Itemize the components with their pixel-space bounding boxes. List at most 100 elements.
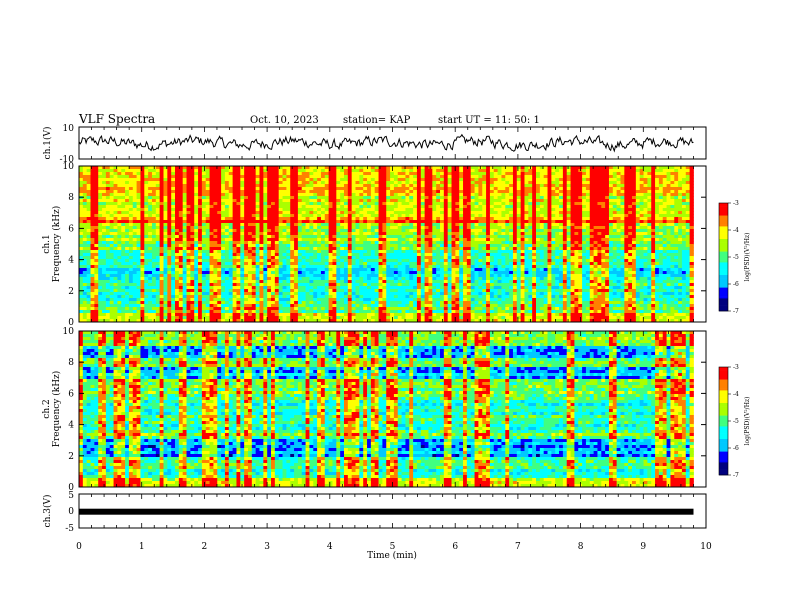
spectrogram-cell <box>651 181 656 185</box>
spectrogram-cell <box>505 199 510 203</box>
spectrogram-cell <box>359 178 364 182</box>
spectrogram-cell <box>409 232 414 236</box>
spectrogram-cell <box>681 187 687 191</box>
spectrogram-cell <box>294 247 299 251</box>
spectrogram-cell <box>551 256 556 260</box>
spectrogram-cell <box>309 169 314 173</box>
spectrogram-cell <box>616 241 621 245</box>
spectrogram-cell <box>148 235 153 239</box>
spectrogram-cell <box>240 217 245 221</box>
spectrogram-cell <box>536 178 541 182</box>
spectrogram-cell <box>105 190 111 194</box>
spectrogram-cell <box>267 223 272 227</box>
spectrogram-cell <box>178 172 184 176</box>
spectrogram-cell <box>632 172 637 176</box>
spectrogram-cell <box>297 193 303 197</box>
spectrogram-cell <box>328 226 333 230</box>
spectrogram-cell <box>608 202 614 206</box>
spectrogram-cell <box>309 184 314 188</box>
spectrogram-cell <box>113 193 118 197</box>
spectrogram-cell <box>105 256 111 260</box>
spectrogram-cell <box>294 235 299 239</box>
spectrogram-cell <box>428 169 433 173</box>
spectrogram-cell <box>666 178 671 182</box>
spectrogram-cell <box>566 226 571 230</box>
spectrogram-cell <box>336 202 341 206</box>
spectrogram-cell <box>274 205 280 209</box>
spectrogram-cell <box>201 214 207 218</box>
spectrogram-cell <box>232 193 237 197</box>
spectrogram-cell <box>320 214 326 218</box>
spectrogram-cell <box>451 199 456 203</box>
spectrogram-cell <box>393 184 399 188</box>
spectrogram-cell <box>151 235 157 239</box>
spectrogram-cell <box>151 226 157 230</box>
spectrogram-cell <box>336 232 341 236</box>
spectrogram-cell <box>528 235 533 239</box>
spectrogram-cell <box>267 232 272 236</box>
spectrogram-cell <box>86 181 91 185</box>
spectrogram-cell <box>474 232 479 236</box>
spectrogram-cell <box>501 220 506 224</box>
spectrogram-cell <box>178 259 184 263</box>
spectrogram-cell <box>670 226 675 230</box>
spectrogram-cell <box>351 253 356 257</box>
spectrogram-cell <box>605 220 610 224</box>
spectrogram-cell <box>167 223 172 227</box>
spectrogram-cell <box>555 169 560 173</box>
spectrogram-cell <box>689 184 694 188</box>
spectrogram-cell <box>94 205 99 209</box>
spectrogram-cell <box>647 184 652 188</box>
spectrogram-cell <box>520 205 525 209</box>
spectrogram-cell <box>620 166 625 170</box>
spectrogram-cell <box>632 226 637 230</box>
spectrogram-cell <box>681 178 687 182</box>
spectrogram-cell <box>662 184 667 188</box>
spectrogram-cell <box>259 256 264 260</box>
spectrogram-cell <box>340 196 345 200</box>
spectrogram-cell <box>543 229 548 233</box>
spectrogram-cell <box>171 193 176 197</box>
spectrogram-cell <box>386 235 391 239</box>
spectrogram-cell <box>597 193 602 197</box>
spectrogram-cell <box>505 220 510 224</box>
spectrogram-cell <box>194 217 199 221</box>
spectrogram-cell <box>247 184 253 188</box>
spectrogram-cell <box>301 202 306 206</box>
spectrogram-cell <box>620 220 625 224</box>
spectrogram-cell <box>79 175 84 179</box>
spectrogram-cell <box>274 256 280 260</box>
spectrogram-cell <box>451 208 456 212</box>
spectrogram-cell <box>520 190 525 194</box>
spectrogram-cell <box>616 235 621 239</box>
spectrogram-cell <box>105 184 111 188</box>
spectrogram-cell <box>436 205 441 209</box>
spectrogram-cell <box>324 175 330 179</box>
spectrogram-cell <box>443 190 449 194</box>
spectrogram-cell <box>259 175 264 179</box>
spectrogram-cell <box>413 244 418 248</box>
spectrogram-cell <box>155 166 161 170</box>
spectrogram-cell <box>681 232 687 236</box>
spectrogram-cell <box>221 214 226 218</box>
spectrogram-cell <box>251 199 257 203</box>
spectrogram-cell <box>566 250 571 254</box>
spectrogram-cell <box>117 166 122 170</box>
spectrogram-cell <box>244 256 249 260</box>
spectrogram-cell <box>678 223 683 227</box>
spectrogram-cell <box>175 226 180 230</box>
spectrogram-cell <box>79 253 84 257</box>
spectrogram-cell <box>86 238 91 242</box>
spectrogram-cell <box>643 172 648 176</box>
spectrogram-cell <box>628 193 633 197</box>
spectrogram-cell <box>489 253 495 257</box>
spectrogram-cell <box>455 244 460 248</box>
spectrogram-cell <box>409 169 414 173</box>
spectrogram-cell <box>401 208 406 212</box>
spectrogram-cell <box>501 211 506 215</box>
spectrogram-cell <box>267 250 272 254</box>
spectrogram-cell <box>209 235 214 239</box>
spectrogram-cell <box>463 238 468 242</box>
spectrogram-cell <box>685 208 691 212</box>
spectrogram-cell <box>255 229 260 233</box>
